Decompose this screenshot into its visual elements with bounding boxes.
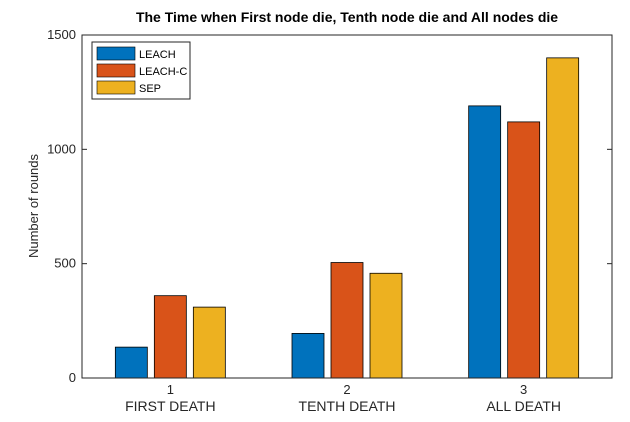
y-tick-label: 1500 [47, 27, 76, 42]
bar [507, 121, 541, 379]
x-category-label: FIRST DEATH [125, 398, 216, 414]
x-tick-label: 2 [343, 382, 350, 397]
x-tick-label: 3 [520, 382, 527, 397]
y-tick-label: 0 [69, 370, 76, 385]
bar [153, 295, 187, 379]
axes-frame [81, 34, 613, 379]
bar [291, 333, 325, 379]
y-axis-label: Number of rounds [26, 153, 41, 258]
legend-label: SEP [139, 83, 161, 95]
x-category-label: ALL DEATH [486, 398, 561, 414]
legend-swatch [96, 63, 136, 78]
legend-swatch [96, 46, 136, 61]
x-tick-label: 1 [167, 382, 174, 397]
chart-title: The Time when First node die, Tenth node… [136, 9, 558, 25]
bar [546, 57, 580, 379]
legend-swatch [96, 80, 136, 95]
bar [468, 105, 502, 379]
bar [369, 272, 403, 379]
y-tick-label: 500 [54, 256, 76, 271]
bar [114, 346, 148, 379]
bar [192, 306, 226, 379]
y-tick-label: 1000 [47, 141, 76, 156]
bar [330, 262, 364, 379]
legend-label: LEACH-C [139, 66, 187, 78]
legend-label: LEACH [139, 49, 176, 61]
x-category-label: TENTH DEATH [299, 398, 396, 414]
